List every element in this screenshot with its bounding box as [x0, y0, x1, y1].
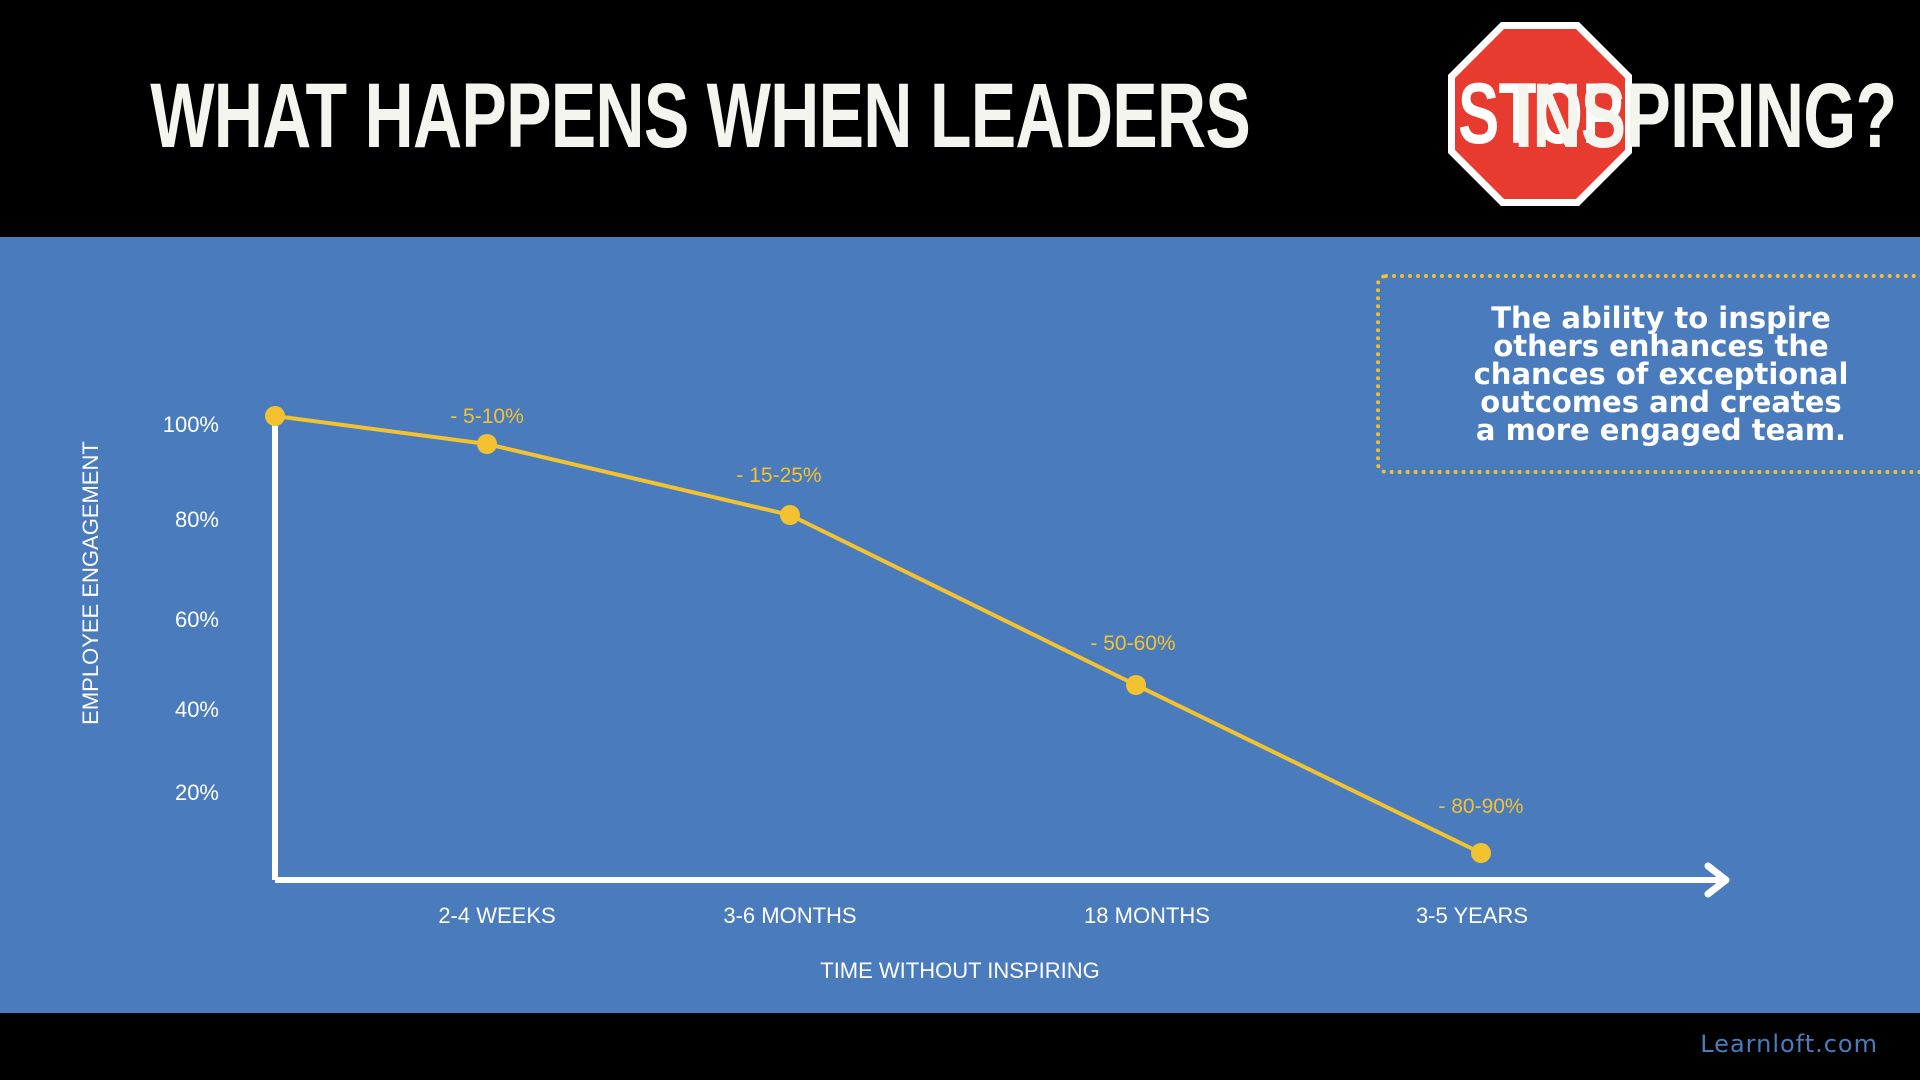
callout-box	[1376, 274, 1920, 474]
title-after: INSPIRING?	[1447, 70, 1920, 162]
title-before: WHAT HAPPENS WHEN LEADERS	[0, 70, 1443, 162]
data-point	[265, 406, 285, 426]
data-label: - 80-90%	[1438, 795, 1523, 818]
y-axis-title: EMPLOYEE ENGAGEMENT	[78, 441, 103, 725]
data-label: - 5-10%	[450, 405, 524, 428]
y-tick-label: 40%	[175, 697, 219, 722]
callout-text: The ability to inspire others enhances t…	[1473, 301, 1849, 447]
y-tick-label: 100%	[163, 412, 219, 437]
stop-text: STOP	[1457, 66, 1623, 162]
data-label: - 50-60%	[1090, 632, 1175, 655]
y-tick-label: 60%	[175, 607, 219, 632]
y-tick-label: 80%	[175, 507, 219, 532]
x-axis-arrow-icon	[1704, 862, 1730, 898]
series-line	[274, 414, 1482, 855]
x-axis-title: TIME WITHOUT INSPIRING	[820, 958, 1099, 983]
header: WHAT HAPPENS WHEN LEADERS STOP INSPIRING…	[0, 0, 1920, 237]
data-point	[1126, 675, 1146, 695]
title-after-text: INSPIRING?	[1514, 65, 1897, 167]
x-tick-label: 18 MONTHS	[1084, 903, 1210, 928]
title-before-text: WHAT HAPPENS WHEN LEADERS	[149, 65, 1251, 167]
data-point	[477, 434, 497, 454]
x-tick-label: 2-4 WEEKS	[438, 903, 555, 928]
data-point	[1471, 843, 1491, 863]
footer	[0, 1013, 1920, 1080]
data-label: - 15-25%	[736, 464, 821, 487]
chart-area	[0, 237, 1920, 1013]
y-tick-label: 20%	[175, 780, 219, 805]
brand-link[interactable]: Learnloft.com	[1700, 1030, 1878, 1058]
x-tick-label: 3-5 YEARS	[1416, 903, 1528, 928]
data-point	[780, 505, 800, 525]
x-tick-label: 3-6 MONTHS	[723, 903, 856, 928]
page-title: WHAT HAPPENS WHEN LEADERS STOP INSPIRING…	[0, 22, 1920, 206]
